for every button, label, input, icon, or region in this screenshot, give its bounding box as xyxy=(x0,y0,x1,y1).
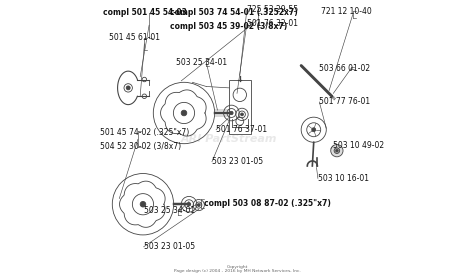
Circle shape xyxy=(312,128,316,132)
Text: Copyright
Page design (c) 2004 - 2016 by MH Network Services, Inc.: Copyright Page design (c) 2004 - 2016 by… xyxy=(173,265,301,273)
Circle shape xyxy=(336,149,338,152)
Text: 503 23 01-05: 503 23 01-05 xyxy=(144,242,195,251)
Text: compl 503 74 54-01 (.3252x7): compl 503 74 54-01 (.3252x7) xyxy=(170,8,298,17)
Text: 725 53 29-55: 725 53 29-55 xyxy=(247,5,298,14)
Circle shape xyxy=(230,111,233,115)
Circle shape xyxy=(181,110,187,116)
Circle shape xyxy=(187,203,191,206)
Text: 503 25 34-01: 503 25 34-01 xyxy=(176,58,227,67)
Text: 501 77 76-01: 501 77 76-01 xyxy=(319,97,370,106)
Text: 503 10 16-01: 503 10 16-01 xyxy=(318,174,369,183)
Text: 501 45 61-01: 501 45 61-01 xyxy=(109,33,160,42)
Circle shape xyxy=(140,201,146,207)
Text: 503 23 01-05: 503 23 01-05 xyxy=(212,157,263,166)
Text: 501 76 32-01: 501 76 32-01 xyxy=(247,19,298,28)
Circle shape xyxy=(331,145,343,157)
Text: compl 503 45 39-02 (3/8x7): compl 503 45 39-02 (3/8x7) xyxy=(170,22,287,31)
Text: 504 52 30-02 (3/8x7): 504 52 30-02 (3/8x7) xyxy=(100,142,182,151)
Text: 503 10 49-02: 503 10 49-02 xyxy=(333,141,384,150)
Text: ARI PartStream: ARI PartStream xyxy=(181,134,277,145)
Text: compl 503 08 87-02 (.325"x7): compl 503 08 87-02 (.325"x7) xyxy=(203,199,330,208)
Text: 501 76 37-01: 501 76 37-01 xyxy=(216,125,267,134)
Text: 503 66 01-02: 503 66 01-02 xyxy=(319,64,370,73)
Text: 721 12 10-40: 721 12 10-40 xyxy=(321,7,372,16)
Circle shape xyxy=(334,148,340,153)
Text: 501 45 74-02 (.325"x7): 501 45 74-02 (.325"x7) xyxy=(100,128,190,137)
Text: 503 25 34-01: 503 25 34-01 xyxy=(144,206,195,215)
Circle shape xyxy=(126,86,130,90)
Text: compl 501 45 54-03: compl 501 45 54-03 xyxy=(103,8,187,17)
Circle shape xyxy=(197,204,200,206)
Circle shape xyxy=(241,113,244,116)
